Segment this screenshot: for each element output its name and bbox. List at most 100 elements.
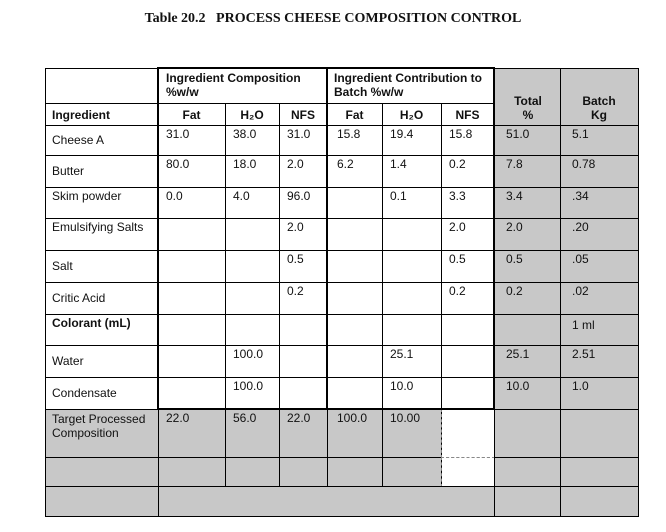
cell-text: 6.2 [337, 157, 354, 171]
cell-text: .20 [572, 220, 589, 234]
cell-text: 25.1 [506, 347, 530, 361]
cell-text: 0.2 [449, 284, 466, 298]
cell-text: 10.00 [390, 411, 421, 425]
cell-text: Condensate [52, 386, 117, 400]
cell-text: 19.4 [390, 127, 414, 141]
cell-text: 22.0 [166, 411, 190, 425]
cell-text: 51.0 [506, 127, 530, 141]
cell-text: 1.0 [572, 379, 589, 393]
cell-text: 96.0 [287, 189, 311, 203]
cell-text: 0.2 [506, 284, 523, 298]
cell-text: 31.0 [287, 127, 311, 141]
cell [494, 218, 561, 251]
cell-text: 15.8 [449, 127, 473, 141]
cell [45, 486, 159, 517]
cell-text: 2.0 [506, 220, 523, 234]
cell-text: Water [52, 354, 84, 368]
cell [560, 250, 639, 283]
cell-text: 2.51 [572, 347, 596, 361]
cell-text: 10.0 [390, 379, 414, 393]
cell [560, 457, 639, 487]
cell-text: 4.0 [233, 189, 250, 203]
cell-text: Total % [514, 94, 542, 122]
cell [560, 377, 639, 410]
cell [560, 486, 639, 517]
cell-text: Skim powder [52, 189, 122, 203]
cell-text: 18.0 [233, 157, 257, 171]
cell-text: 0.5 [287, 252, 304, 266]
cell [225, 457, 280, 487]
cell-text: 0.2 [287, 284, 304, 298]
cell [279, 457, 328, 487]
cell [494, 314, 561, 346]
cell-text: Fat [182, 108, 201, 122]
cell [441, 457, 495, 487]
block-border [326, 67, 495, 410]
cell-text: 3.3 [449, 189, 466, 203]
cell-text: 100.0 [233, 347, 264, 361]
cell-text: 2.0 [287, 220, 304, 234]
cell [45, 457, 159, 487]
cell [494, 68, 561, 126]
cell-text: .05 [572, 252, 589, 266]
cell-text: Critic Acid [52, 291, 106, 305]
cell-text: 1.4 [390, 157, 407, 171]
cell [382, 457, 442, 487]
block-border [157, 67, 328, 410]
cell-text: H₂O [240, 108, 264, 122]
cell-text: .02 [572, 284, 589, 298]
cell-text: 0.5 [506, 252, 523, 266]
cell-text: Ingredient [52, 108, 111, 122]
title: Table 20.2 PROCESS CHEESE COMPOSITION CO… [144, 11, 522, 26]
cell-text: Emulsifying Salts [52, 220, 144, 234]
cell-text: Salt [52, 259, 73, 273]
cell-text: 15.8 [337, 127, 361, 141]
cell-text: 10.0 [506, 379, 530, 393]
cell [494, 457, 561, 487]
cell [494, 409, 561, 458]
cell-text: Ingredient Composition %w/w [166, 71, 301, 99]
cell-text: 31.0 [166, 127, 190, 141]
cell-text: 80.0 [166, 157, 190, 171]
cell-text: 25.1 [390, 347, 414, 361]
cell-text: Colorant (mL) [52, 316, 131, 330]
cell-text: 0.0 [166, 189, 183, 203]
cell-text: 38.0 [233, 127, 257, 141]
cell-text: 100.0 [233, 379, 264, 393]
cell [441, 409, 495, 458]
cell [45, 68, 159, 104]
cell-text: Cheese A [52, 133, 105, 147]
cell-text: 7.8 [506, 157, 523, 171]
cell-text: 5.1 [572, 127, 589, 141]
cell-text: 0.5 [449, 252, 466, 266]
cell [560, 409, 639, 458]
cell [494, 486, 561, 517]
cell [158, 486, 495, 517]
cell-text: Fat [345, 108, 364, 122]
cell-text: Butter [52, 164, 85, 178]
cell-text: 1 ml [572, 318, 595, 332]
cell-text: 0.1 [390, 189, 407, 203]
cell-text: 2.0 [449, 220, 466, 234]
cell-text: NFS [455, 108, 480, 122]
cell-text: 56.0 [233, 411, 257, 425]
cell-text: H₂O [399, 108, 424, 122]
cell [494, 282, 561, 315]
cell-text: Batch Kg [582, 94, 616, 122]
cell-text: 0.2 [449, 157, 466, 171]
cell [560, 155, 639, 188]
cell [560, 68, 639, 126]
cell-text: NFS [291, 108, 315, 122]
cell-text: 22.0 [287, 411, 311, 425]
cell-text: Target Processed Composition [52, 412, 146, 440]
cell [327, 457, 383, 487]
cell-text: 3.4 [506, 189, 523, 203]
cell-text: 0.78 [572, 157, 596, 171]
cell [45, 409, 159, 458]
cell-text: 2.0 [287, 157, 304, 171]
cell-text: .34 [572, 189, 589, 203]
cell-text: Ingredient Contribution to Batch %w/w [334, 71, 482, 99]
cell [158, 457, 226, 487]
cell-text: 100.0 [337, 411, 368, 425]
